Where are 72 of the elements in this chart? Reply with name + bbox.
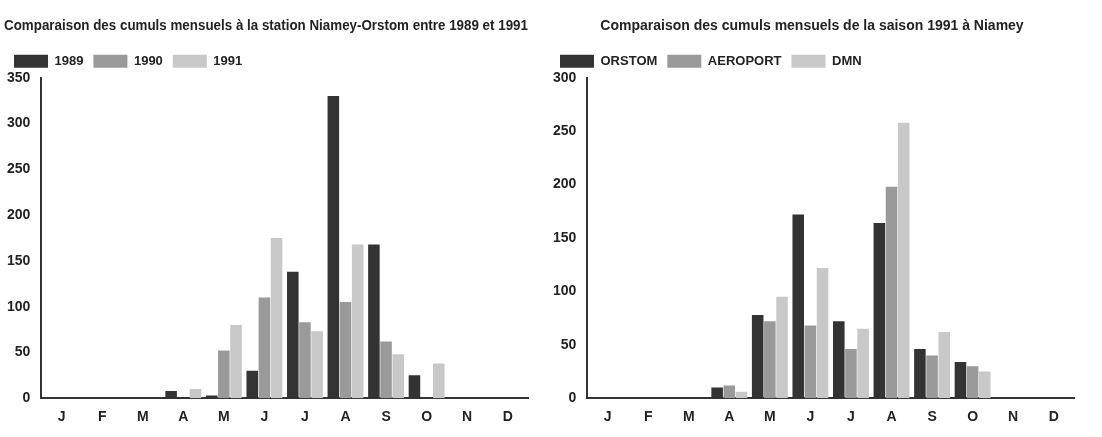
legend-label: ORSTOM: [600, 52, 658, 68]
x-tick-label: F: [643, 408, 653, 425]
bar: [299, 322, 311, 399]
x-tick-label: M: [764, 408, 776, 425]
bar: [804, 325, 817, 399]
chart-title: Comparaison des cumuls mensuels de la saison 1991 à Niamey: [600, 17, 1024, 34]
bar: [885, 186, 898, 399]
x-tick-label: A: [178, 408, 189, 425]
y-tick-label: 200: [553, 175, 577, 192]
x-tick-label: M: [682, 408, 695, 425]
y-tick-label: 200: [7, 205, 31, 222]
x-tick-label: A: [724, 408, 735, 425]
x-tick-label: J: [57, 408, 66, 425]
x-tick-label: D: [1048, 408, 1059, 425]
legend-label: DMN: [831, 52, 862, 68]
x-tick-label: O: [967, 408, 979, 425]
x-tick-label: A: [886, 408, 897, 425]
x-tick-label: J: [806, 408, 815, 425]
bar: [897, 122, 910, 399]
legend-label: 1989: [54, 52, 84, 68]
bar: [723, 385, 736, 399]
bar: [230, 324, 242, 399]
x-tick-label: J: [603, 408, 612, 425]
x-tick-label: O: [421, 408, 433, 425]
y-tick-label: 100: [553, 282, 577, 299]
x-tick-label: S: [927, 408, 937, 425]
bar: [979, 371, 991, 399]
bar: [258, 297, 271, 399]
x-tick-label: J: [847, 408, 855, 425]
x-tick-label: S: [381, 408, 391, 425]
x-tick-label: D: [502, 408, 513, 425]
x-tick-label: A: [340, 408, 351, 425]
x-tick-label: N: [1008, 408, 1019, 425]
y-tick-label: 250: [553, 122, 577, 139]
y-tick-label: 100: [7, 297, 31, 314]
bar: [776, 296, 788, 399]
y-tick-label: 350: [7, 68, 31, 85]
bar: [816, 267, 829, 399]
bar: [764, 321, 776, 399]
x-tick-label: M: [136, 408, 149, 425]
bar: [380, 341, 392, 399]
bar: [189, 389, 202, 399]
y-tick-label: 50: [14, 343, 31, 360]
y-tick-label: 0: [22, 389, 31, 406]
bar: [433, 363, 445, 399]
bar: [218, 350, 230, 399]
y-tick-label: 50: [560, 335, 577, 352]
x-tick-label: J: [301, 408, 309, 425]
bar: [339, 302, 352, 399]
y-tick-label: 150: [553, 228, 577, 245]
chart-title: Comparaison des cumuls mensuels à la station Niamey-Orstom entre 1989 et 1991: [4, 17, 529, 34]
y-tick-label: 300: [7, 114, 31, 131]
bar: [926, 355, 938, 399]
bar: [966, 366, 979, 399]
y-tick-label: 300: [553, 68, 577, 85]
legend-label: AEROPORT: [707, 52, 782, 68]
bar: [351, 244, 364, 399]
bar: [270, 238, 283, 399]
x-tick-label: M: [218, 408, 230, 425]
y-tick-label: 250: [7, 160, 31, 177]
x-tick-label: F: [97, 408, 107, 425]
y-tick-label: 150: [7, 251, 31, 268]
legend-label: 1990: [133, 52, 163, 68]
bar: [857, 328, 869, 399]
bar: [311, 331, 323, 399]
x-tick-label: J: [260, 408, 269, 425]
y-tick-label: 0: [568, 389, 577, 406]
bar: [392, 354, 405, 399]
bar: [938, 331, 951, 399]
x-tick-label: N: [462, 408, 473, 425]
bar: [845, 349, 857, 399]
legend-label: 1991: [213, 52, 243, 68]
